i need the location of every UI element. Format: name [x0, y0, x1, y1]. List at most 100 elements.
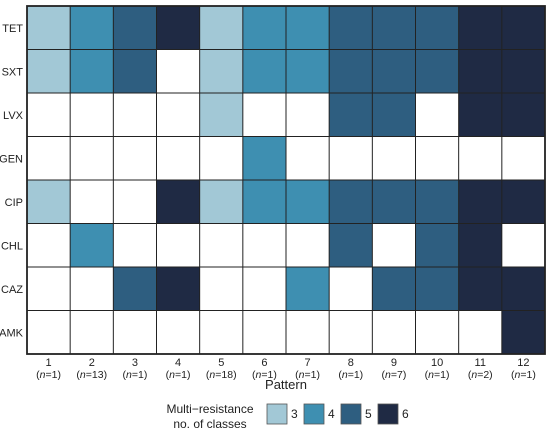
pattern-count-10: (n=1)	[425, 369, 450, 381]
heatmap-cell-lvx-1	[27, 93, 71, 137]
heatmap-cell-chl-5	[199, 223, 243, 267]
heatmap-cell-gen-6	[242, 136, 286, 180]
heatmap-cell-caz-5	[199, 267, 243, 311]
heatmap-cell-gen-8	[329, 136, 373, 180]
legend-swatch-6	[377, 403, 399, 425]
legend-label-6: 6	[402, 407, 409, 421]
pattern-label-5: 5	[218, 357, 224, 369]
heatmap-cell-lvx-8	[329, 93, 373, 137]
heatmap-cell-gen-12	[501, 136, 545, 180]
heatmap-cell-caz-4	[156, 267, 200, 311]
heatmap-cell-lvx-7	[286, 93, 330, 137]
heatmap-cell-chl-7	[286, 223, 330, 267]
heatmap-cell-tet-6	[242, 6, 286, 50]
heatmap-cell-sxt-12	[501, 49, 545, 93]
heatmap-cell-cip-2	[70, 180, 114, 224]
heatmap-cell-caz-8	[329, 267, 373, 311]
heatmap-cell-cip-1	[27, 180, 71, 224]
legend-swatch-3	[266, 403, 288, 425]
heatmap-cell-chl-4	[156, 223, 200, 267]
heatmap-cell-chl-9	[372, 223, 416, 267]
heatmap-cell-amk-10	[415, 310, 459, 354]
pattern-label-4: 4	[175, 357, 181, 369]
row-labels: TET SXT LVX GEN CIP CHL CAZ AMK	[0, 23, 24, 340]
pattern-count-9: (n=7)	[382, 369, 407, 381]
legend-label-3: 3	[291, 407, 298, 421]
heatmap-cell-sxt-8	[329, 49, 373, 93]
heatmap-cell-cip-4	[156, 180, 200, 224]
heatmap-cell-cip-8	[329, 180, 373, 224]
heatmap-cell-gen-1	[27, 136, 71, 180]
heatmap-cell-cip-12	[501, 180, 545, 224]
pattern-label-11: 11	[475, 357, 486, 369]
heatmap-cell-cip-3	[113, 180, 157, 224]
heatmap-cell-tet-7	[286, 6, 330, 50]
heatmap-cell-cip-6	[242, 180, 286, 224]
heatmap-cell-chl-8	[329, 223, 373, 267]
heatmap-cell-amk-8	[329, 310, 373, 354]
heatmap-cell-caz-2	[70, 267, 114, 311]
legend-swatch-4	[303, 403, 325, 425]
x-axis-title: Pattern	[265, 377, 307, 392]
pattern-count-4: (n=1)	[166, 369, 191, 381]
heatmap-cell-gen-5	[199, 136, 243, 180]
heatmap-cell-cip-5	[199, 180, 243, 224]
heatmap-cell-gen-7	[286, 136, 330, 180]
heatmap-cell-lvx-6	[242, 93, 286, 137]
heatmap-cell-sxt-5	[199, 49, 243, 93]
heatmap-cell-caz-6	[242, 267, 286, 311]
heatmap-cell-caz-11	[458, 267, 502, 311]
heatmap-cell-amk-6	[242, 310, 286, 354]
heatmap-cell-amk-5	[199, 310, 243, 354]
heatmap-cell-tet-5	[199, 6, 243, 50]
heatmap-cell-amk-3	[113, 310, 157, 354]
grid-lines	[27, 6, 545, 354]
heatmap-cell-amk-2	[70, 310, 114, 354]
pattern-count-8: (n=1)	[338, 369, 363, 381]
heatmap-cell-sxt-10	[415, 49, 459, 93]
heatmap-cell-tet-11	[458, 6, 502, 50]
heatmap-cell-chl-1	[27, 223, 71, 267]
heatmap-cell-tet-9	[372, 6, 416, 50]
legend-label-4: 4	[328, 407, 335, 421]
heatmap-cell-amk-9	[372, 310, 416, 354]
heatmap-cell-chl-11	[458, 223, 502, 267]
pattern-count-2: (n=13)	[76, 369, 107, 381]
heatmap-cell-lvx-5	[199, 93, 243, 137]
heatmap-cell-gen-2	[70, 136, 114, 180]
pattern-count-5: (n=18)	[206, 369, 237, 381]
heatmap-cell-chl-10	[415, 223, 459, 267]
heatmap-cell-lvx-11	[458, 93, 502, 137]
heatmap-cell-lvx-12	[501, 93, 545, 137]
heatmap-cell-tet-3	[113, 6, 157, 50]
pattern-label-9: 9	[391, 357, 397, 369]
heatmap-cell-tet-1	[27, 6, 71, 50]
heatmap-cell-lvx-9	[372, 93, 416, 137]
heatmap-cell-sxt-11	[458, 49, 502, 93]
heatmap-cell-lvx-10	[415, 93, 459, 137]
pattern-count-6: (n=1)	[252, 369, 277, 381]
pattern-label-10: 10	[431, 357, 443, 369]
row-label-tet: TET	[2, 23, 23, 35]
row-label-chl: CHL	[1, 240, 23, 252]
pattern-count-3: (n=1)	[123, 369, 148, 381]
heatmap-cell-cip-7	[286, 180, 330, 224]
heatmap-cell-caz-3	[113, 267, 157, 311]
heatmap-cell-tet-2	[70, 6, 114, 50]
legend-title-line2: no. of classes	[173, 417, 246, 431]
row-label-cip: CIP	[5, 197, 23, 209]
heatmap-cell-gen-4	[156, 136, 200, 180]
heatmap-cell-sxt-7	[286, 49, 330, 93]
pattern-label-1: 1	[46, 357, 52, 369]
heatmap-cell-amk-1	[27, 310, 71, 354]
heatmap-cell-amk-7	[286, 310, 330, 354]
pattern-count-7: (n=1)	[295, 369, 320, 381]
pattern-label-3: 3	[132, 357, 138, 369]
pattern-label-2: 2	[89, 357, 95, 369]
heatmap-cell-gen-9	[372, 136, 416, 180]
heatmap-cell-tet-8	[329, 6, 373, 50]
heatmap-cell-chl-6	[242, 223, 286, 267]
pattern-count-12: (n=1)	[511, 369, 536, 381]
pattern-label-8: 8	[348, 357, 354, 369]
legend-swatch-5	[340, 403, 362, 425]
